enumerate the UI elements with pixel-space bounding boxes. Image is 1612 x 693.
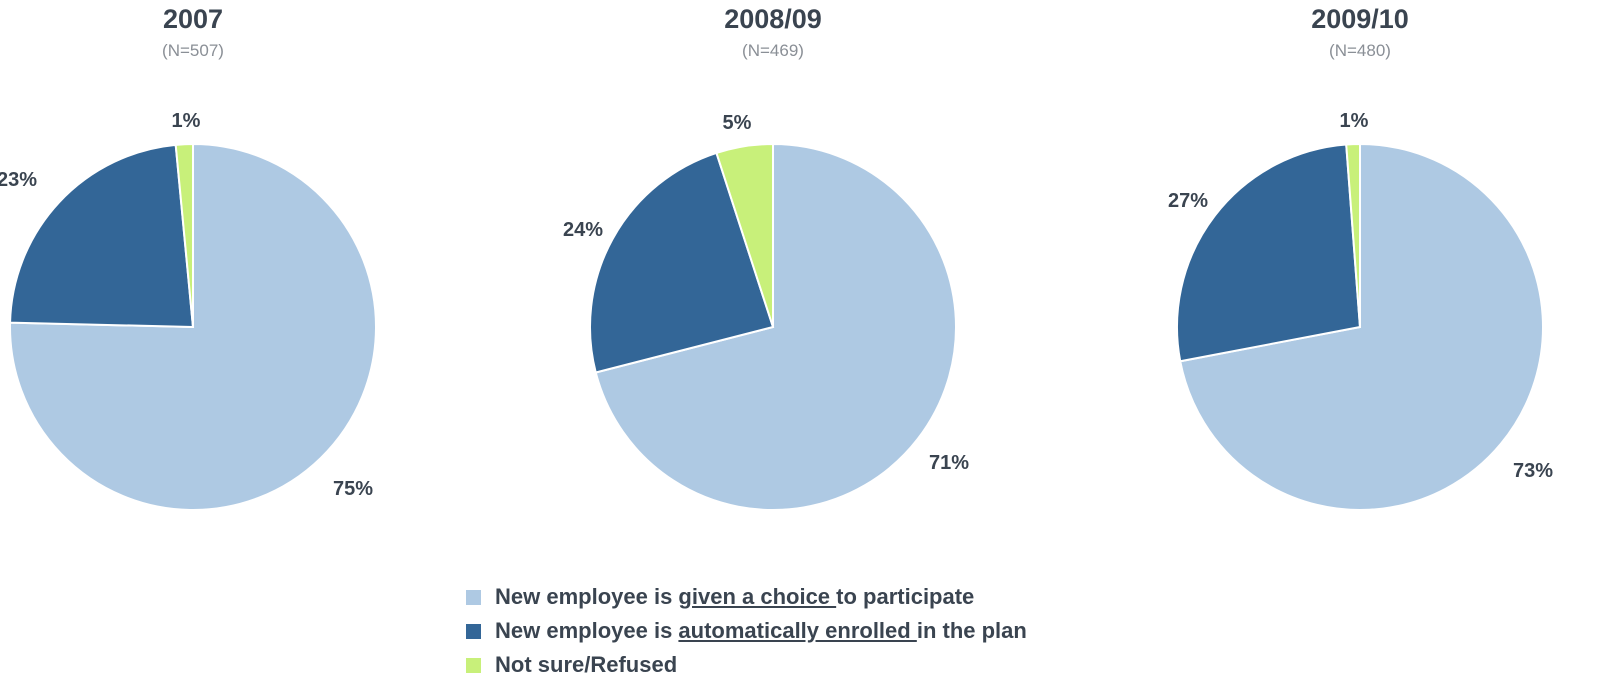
slice-auto-enrolled bbox=[9, 143, 195, 329]
data-label: 75% bbox=[333, 478, 373, 500]
legend-label: New employee is given a choice to partic… bbox=[495, 584, 975, 609]
chart-sample-size: (N=469) bbox=[742, 41, 804, 60]
data-label: 1% bbox=[172, 110, 201, 132]
pie-chart-2009-10: 2009/10 (N=480) 73% 27% 1% bbox=[1150, 0, 1570, 560]
legend-label: New employee is automatically enrolled i… bbox=[495, 618, 1027, 643]
slice-auto-enrolled bbox=[589, 151, 775, 374]
pie-2008-09: 71% 24% 5% bbox=[563, 112, 969, 511]
chart-title: 2007 bbox=[162, 4, 224, 34]
slice-given-choice bbox=[1179, 142, 1544, 511]
slice-not-sure bbox=[715, 142, 774, 328]
data-label: 73% bbox=[1513, 460, 1553, 482]
pie-2007: 75% 23% 1% bbox=[0, 110, 377, 511]
slice-given-choice bbox=[594, 142, 957, 511]
slice-not-sure bbox=[1345, 142, 1361, 328]
legend-item-auto: New employee is automatically enrolled i… bbox=[466, 614, 1027, 648]
legend-swatch bbox=[466, 623, 481, 639]
data-label: 5% bbox=[723, 112, 752, 134]
legend-item-choice: New employee is given a choice to partic… bbox=[466, 580, 1027, 614]
chart-title: 2009/10 bbox=[1311, 4, 1409, 34]
slice-given-choice bbox=[9, 142, 377, 511]
data-label: 1% bbox=[1340, 110, 1369, 132]
legend: New employee is given a choice to partic… bbox=[466, 580, 1027, 682]
data-label: 24% bbox=[563, 219, 603, 241]
chart-sample-size: (N=507) bbox=[162, 41, 224, 60]
slice-auto-enrolled bbox=[1176, 143, 1362, 363]
legend-swatch bbox=[466, 589, 481, 605]
pie-chart-2008-09: 2008/09 (N=469) 71% 24% 5% bbox=[563, 0, 983, 560]
legend-label: Not sure/Refused bbox=[495, 652, 678, 677]
data-label: 71% bbox=[929, 452, 969, 474]
chart-title: 2008/09 bbox=[724, 4, 822, 34]
chart-sample-size: (N=480) bbox=[1329, 41, 1391, 60]
legend-item-notsure: Not sure/Refused bbox=[466, 648, 1027, 682]
legend-swatch bbox=[466, 657, 481, 673]
slice-not-sure bbox=[174, 142, 194, 328]
pie-2009-10: 73% 27% 1% bbox=[1168, 110, 1553, 511]
pie-chart-2007: 2007 (N=507) 75% 23% 1% bbox=[0, 0, 403, 560]
data-label: 27% bbox=[1168, 190, 1208, 212]
data-label: 23% bbox=[0, 169, 37, 191]
